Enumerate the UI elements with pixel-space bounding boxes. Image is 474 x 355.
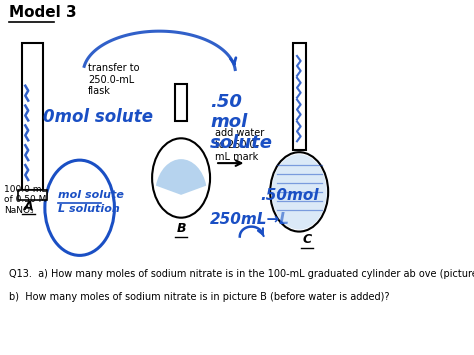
Text: Q13.  a) How many moles of sodium nitrate is in the 100-mL graduated cylinder ab: Q13. a) How many moles of sodium nitrate… bbox=[9, 269, 474, 279]
Wedge shape bbox=[156, 159, 206, 195]
Text: 0mol solute: 0mol solute bbox=[44, 108, 154, 126]
Text: B: B bbox=[176, 222, 186, 235]
Text: Model 3: Model 3 bbox=[9, 5, 76, 20]
Bar bbox=[292, 43, 306, 150]
Text: C: C bbox=[302, 234, 312, 246]
Bar bbox=[18, 190, 47, 200]
Text: 100.0 mL
of 0.50 M
NaNO₃: 100.0 mL of 0.50 M NaNO₃ bbox=[4, 185, 47, 215]
Text: A: A bbox=[23, 200, 33, 213]
Text: .50
mol
solute: .50 mol solute bbox=[210, 93, 273, 152]
Bar bbox=[22, 43, 44, 190]
Bar bbox=[175, 84, 187, 121]
Circle shape bbox=[270, 152, 328, 231]
Text: add water
to 250.0-
mL mark: add water to 250.0- mL mark bbox=[215, 129, 264, 162]
Text: L solution: L solution bbox=[58, 204, 119, 214]
Text: transfer to
250.0-mL
flask: transfer to 250.0-mL flask bbox=[88, 63, 140, 96]
Bar bbox=[22, 98, 43, 185]
Circle shape bbox=[152, 138, 210, 218]
Text: b)  How many moles of sodium nitrate is in picture B (before water is added)?: b) How many moles of sodium nitrate is i… bbox=[9, 292, 389, 302]
Text: .50mol: .50mol bbox=[261, 188, 319, 203]
Circle shape bbox=[272, 154, 327, 230]
Text: mol solute: mol solute bbox=[58, 190, 124, 200]
Text: 250mL→L: 250mL→L bbox=[210, 212, 290, 226]
